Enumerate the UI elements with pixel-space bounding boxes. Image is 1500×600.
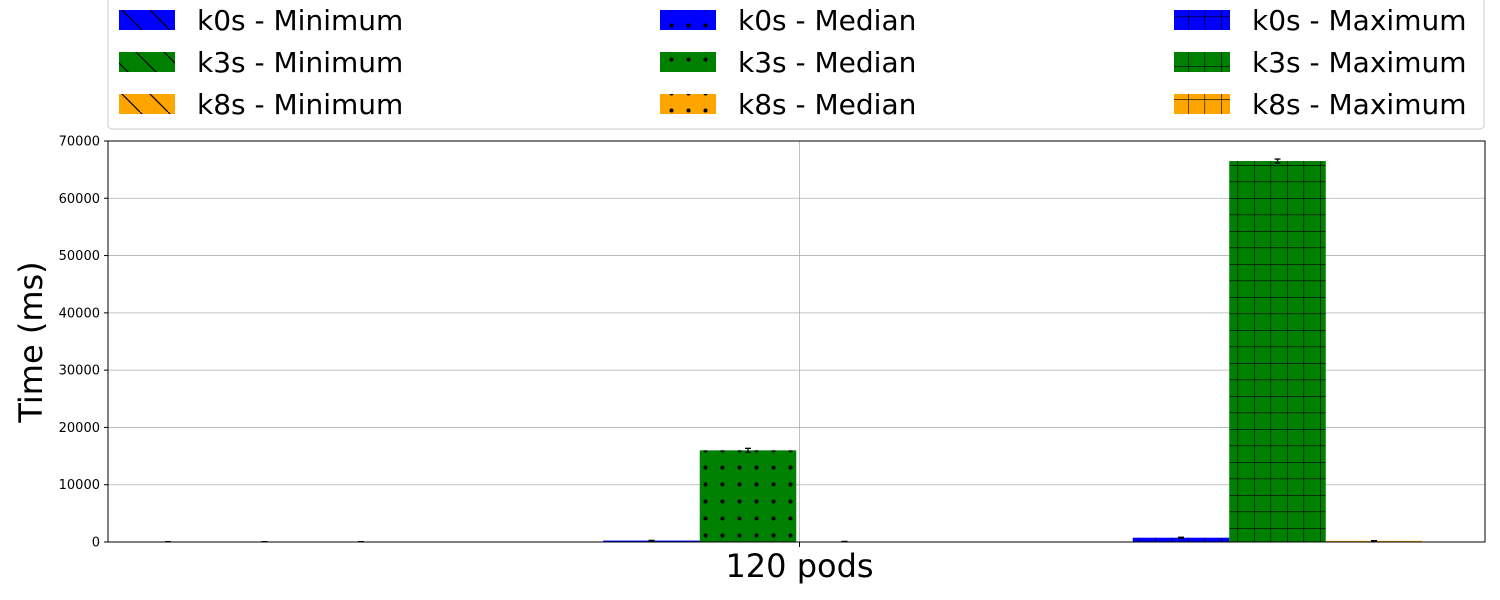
plot-area xyxy=(107,140,1486,543)
legend-item-k3s-maximum: k3s - Maximum xyxy=(1174,46,1466,79)
y-tick-label: 60000 xyxy=(59,192,100,207)
y-tick-label: 30000 xyxy=(59,364,100,379)
legend-swatch-hatch xyxy=(1174,10,1230,30)
y-tick-label: 50000 xyxy=(59,249,100,264)
legend-item-k0s-median: k0s - Median xyxy=(660,4,916,37)
legend-swatch-hatch xyxy=(1174,52,1230,72)
legend-item-k8s-median: k8s - Median xyxy=(660,88,916,121)
legend-item-k8s-maximum: k8s - Maximum xyxy=(1174,88,1466,121)
legend-label: k3s - Maximum xyxy=(1252,46,1466,79)
bars xyxy=(119,161,1423,543)
y-axis: 0 10000 20000 30000 40000 50000 60000 70000 xyxy=(59,135,108,551)
legend-label: k0s - Median xyxy=(738,4,916,37)
y-tick-label: 0 xyxy=(92,536,100,551)
legend-swatch-hatch xyxy=(119,10,175,30)
legend-item-k8s-minimum: k8s - Minimum xyxy=(119,88,403,121)
legend-label: k3s - Minimum xyxy=(197,46,403,79)
legend-swatch-hatch xyxy=(1174,94,1230,114)
y-tick-label: 20000 xyxy=(59,421,100,436)
plot-frame xyxy=(107,140,1486,543)
bar-hatch-k3s-maximum xyxy=(1229,161,1326,543)
legend-label: k0s - Maximum xyxy=(1252,4,1466,37)
y-axis-title: Time (ms) xyxy=(12,261,50,423)
legend-swatch-hatch xyxy=(119,52,175,72)
legend-item-k3s-median: k3s - Median xyxy=(660,46,916,79)
legend-label: k8s - Median xyxy=(738,88,916,121)
legend-swatch-hatch xyxy=(660,10,716,30)
y-tick-label: 40000 xyxy=(59,306,100,321)
legend-swatch-hatch xyxy=(119,94,175,114)
x-axis: 120 pods xyxy=(725,542,874,585)
legend-frame xyxy=(107,0,1485,130)
y-tick-label: 10000 xyxy=(59,478,100,493)
legend-label: k8s - Minimum xyxy=(197,88,403,121)
legend-item-k0s-maximum: k0s - Maximum xyxy=(1174,4,1466,37)
legend-swatch-hatch xyxy=(660,52,716,72)
legend: k0s - Minimum k3s - Minimum k8s - Minimum k… xyxy=(107,0,1485,130)
legend-label: k0s - Minimum xyxy=(197,4,403,37)
legend-label: k8s - Maximum xyxy=(1252,88,1466,121)
x-tick-label: 120 pods xyxy=(725,547,873,585)
legend-item-k3s-minimum: k3s - Minimum xyxy=(119,46,403,79)
bar-hatch-k3s-median xyxy=(699,450,797,542)
legend-swatch-hatch xyxy=(660,94,716,114)
y-tick-label: 70000 xyxy=(59,135,100,150)
legend-item-k0s-minimum: k0s - Minimum xyxy=(119,4,403,37)
bar-hatch-k0s-maximum xyxy=(1132,537,1230,542)
legend-label: k3s - Median xyxy=(738,46,916,79)
